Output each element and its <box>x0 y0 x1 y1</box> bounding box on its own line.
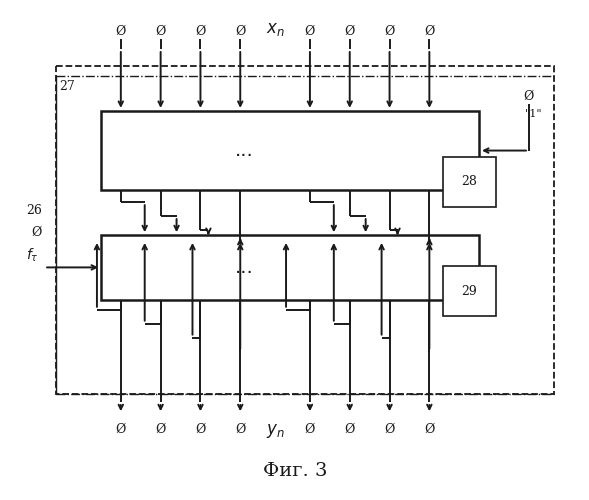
Text: Ø: Ø <box>345 24 355 38</box>
Text: Фиг. 3: Фиг. 3 <box>263 462 327 480</box>
Text: Ø: Ø <box>196 422 206 436</box>
Text: Ø: Ø <box>115 422 126 436</box>
Text: Ø: Ø <box>385 422 395 436</box>
Text: Ø: Ø <box>155 422 166 436</box>
Text: Ø: Ø <box>31 226 41 238</box>
Text: Ø: Ø <box>345 422 355 436</box>
Bar <box>56 66 554 394</box>
Bar <box>101 235 479 300</box>
Text: $x_n$: $x_n$ <box>266 20 284 38</box>
Text: Ø: Ø <box>424 24 435 38</box>
Text: Ø: Ø <box>155 24 166 38</box>
Text: Ø: Ø <box>235 422 246 436</box>
Bar <box>101 111 479 190</box>
Text: Ø: Ø <box>524 90 534 102</box>
Text: Ø: Ø <box>115 24 126 38</box>
Text: Ø: Ø <box>305 24 315 38</box>
Text: Ø: Ø <box>196 24 206 38</box>
Text: ...: ... <box>235 141 254 160</box>
Text: 28: 28 <box>461 176 477 188</box>
Text: $y_n$: $y_n$ <box>266 422 284 440</box>
Text: Ø: Ø <box>305 422 315 436</box>
Text: Ø: Ø <box>385 24 395 38</box>
Text: $f_τ$: $f_τ$ <box>27 246 39 264</box>
Text: 26: 26 <box>27 204 42 216</box>
Text: ...: ... <box>235 258 254 277</box>
Text: "1": "1" <box>525 109 542 119</box>
Text: Ø: Ø <box>424 422 435 436</box>
Text: 29: 29 <box>461 284 477 298</box>
Text: Ø: Ø <box>235 24 246 38</box>
Text: 27: 27 <box>59 80 75 93</box>
